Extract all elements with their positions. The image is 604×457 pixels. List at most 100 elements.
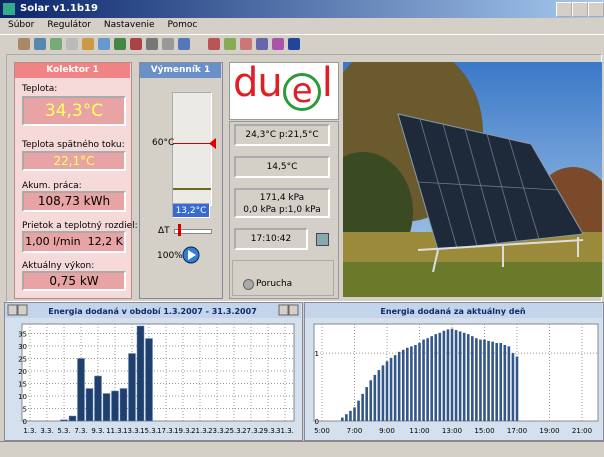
toolbar-button[interactable] [208,38,220,50]
bar [60,419,68,422]
bar [434,334,438,421]
setpoint-label: 60°C [152,138,175,148]
toolbar-button[interactable] [162,38,174,50]
bar [393,355,397,421]
bar [381,365,385,421]
readout-line: 171,4 kPa [259,193,305,203]
menu-item[interactable]: Regulátor [47,20,91,30]
window-title: Solar v1.1b19 [20,3,98,14]
field-label: Akum. práca: [22,181,82,191]
bar [349,410,352,421]
toolbar-button[interactable] [240,38,252,50]
maximize-button[interactable] [572,2,588,17]
toolbar-button[interactable] [224,38,236,50]
toolbar-button[interactable] [256,38,268,50]
menu-item[interactable]: Súbor [8,20,35,30]
close-button[interactable] [588,2,604,17]
bar [353,407,356,421]
bar [450,328,454,421]
charts: Energia dodaná v období 1.3.2007 - 31.3.… [5,303,602,435]
menu-bar: Súbor Regulátor Nastavenie Pomoc [8,20,210,30]
temperature-display: 13,2°C [172,203,210,218]
nav-first[interactable] [7,304,18,316]
logo-text: e [282,73,321,111]
bar [471,336,474,421]
x-tick-label: 27.3. [242,427,260,435]
nav-last[interactable] [288,304,299,316]
minimize-button[interactable] [556,2,572,17]
toolbar-button[interactable] [50,38,62,50]
bar [487,340,490,421]
bar [507,346,511,421]
bar [401,349,405,421]
bar [128,353,136,422]
x-tick-label: 15.3. [140,427,158,435]
setpoint-line [173,143,211,144]
bar [479,339,482,421]
chart-header [305,303,602,318]
bar [365,387,368,421]
toolbar-button[interactable] [178,38,190,50]
bar [136,325,145,422]
x-tick-label: 9.3. [91,427,104,435]
x-tick-label: 1.3. [23,427,36,435]
bar [406,347,409,421]
x-tick-label: 25.3. [225,427,243,435]
readout: 14,5°C [234,156,330,178]
toolbar-button[interactable] [66,38,78,50]
x-tick-label: 31.3. [276,427,294,435]
bar [503,345,507,421]
field-label: Teplota spätného toku: [22,140,125,150]
delta-label: ΔT [158,226,170,236]
x-tick-label: 9:00 [379,427,395,435]
y-tick-label: 25 [18,356,27,364]
toolbar-button[interactable] [288,38,300,50]
bar [341,417,344,421]
bar [446,329,450,421]
field-value: 108,73 kWh [22,191,126,212]
bar [369,380,373,421]
bar [466,334,470,421]
field-value: 22,1°C [22,151,126,171]
setpoint-marker [209,138,216,149]
toolbar-button[interactable] [18,38,30,50]
app-icon [3,3,15,15]
y-tick-label: 35 [18,331,27,339]
toolbar-button[interactable] [114,38,126,50]
x-tick-label: 15:00 [474,427,494,435]
x-tick-label: 19:00 [539,427,559,435]
toolbar-button[interactable] [272,38,284,50]
toolbar-button[interactable] [146,38,158,50]
x-tick-label: 11:00 [409,427,429,435]
fault-led [243,279,254,290]
delta-slider [174,229,212,234]
clock-icon[interactable] [316,233,329,246]
level-line [173,188,211,190]
pump-label: 100% [157,251,183,261]
bar [145,338,153,422]
pump-icon[interactable] [182,246,200,264]
menu-item[interactable]: Nastavenie [103,20,155,30]
y-tick-label: 20 [18,368,27,376]
menu-item[interactable]: Pomoc [167,20,198,30]
bar [515,356,519,421]
bar [373,374,377,421]
x-tick-label: 13:00 [442,427,462,435]
toolbar-button[interactable] [98,38,110,50]
toolbar-button[interactable] [34,38,46,50]
readout-line: 0,0 kPa p:1,0 kPa [243,205,321,215]
x-tick-label: 17.3. [157,427,175,435]
bar [491,341,494,421]
nav-prev[interactable] [17,304,28,316]
bar [454,330,458,421]
bar [511,353,515,421]
toolbar-button[interactable] [82,38,94,50]
bar [119,388,128,422]
x-tick-label: 29.3. [259,427,277,435]
toolbar-button[interactable] [130,38,142,50]
bar [94,375,102,422]
y-tick-label: 0 [23,418,27,426]
nav-next[interactable] [278,304,289,316]
y-tick-label: 0 [315,418,319,426]
